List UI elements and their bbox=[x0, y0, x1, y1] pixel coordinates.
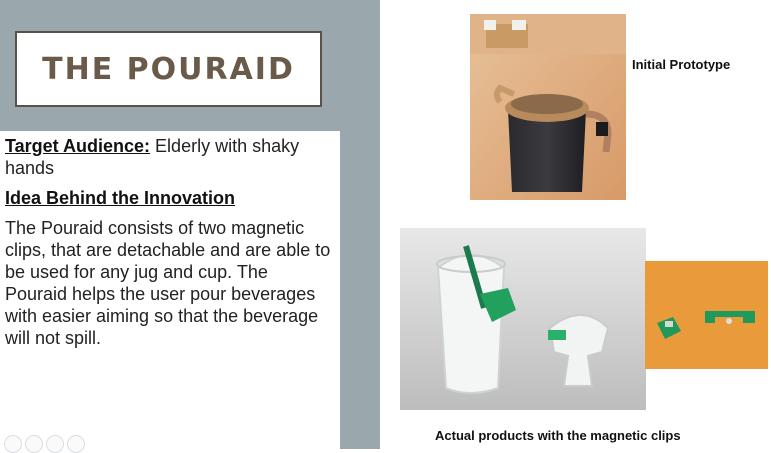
left-panel: THE POURAID Target Audience: Elderly wit… bbox=[0, 0, 380, 453]
products-glasses-photo bbox=[400, 228, 646, 410]
idea-heading: Idea Behind the Innovation bbox=[5, 188, 236, 208]
text-card: Target Audience: Elderly with shaky hand… bbox=[0, 131, 340, 453]
title-box: THE POURAID bbox=[15, 31, 322, 107]
nav-dot[interactable] bbox=[67, 435, 85, 453]
prototype-caption: Initial Prototype bbox=[632, 57, 731, 72]
idea-body: The Pouraid consists of two magnetic cli… bbox=[5, 218, 331, 348]
target-audience-label: Target Audience: bbox=[5, 136, 151, 156]
idea-heading-paragraph: Idea Behind the Innovation bbox=[5, 187, 334, 209]
text-content: Target Audience: Elderly with shaky hand… bbox=[0, 131, 340, 349]
slide-nav-dots bbox=[4, 435, 85, 453]
nav-dot[interactable] bbox=[4, 435, 22, 453]
initial-prototype-photo bbox=[470, 14, 626, 200]
target-audience-text: Elderly with shaky hands bbox=[5, 136, 300, 178]
products-caption: Actual products with the magnetic clips bbox=[435, 428, 681, 443]
slide-title: THE POURAID bbox=[42, 51, 295, 87]
target-audience-paragraph: Target Audience: Elderly with shaky hand… bbox=[5, 135, 334, 179]
nav-dot[interactable] bbox=[46, 435, 64, 453]
magnetic-clips-photo bbox=[645, 261, 768, 369]
nav-dot[interactable] bbox=[25, 435, 43, 453]
